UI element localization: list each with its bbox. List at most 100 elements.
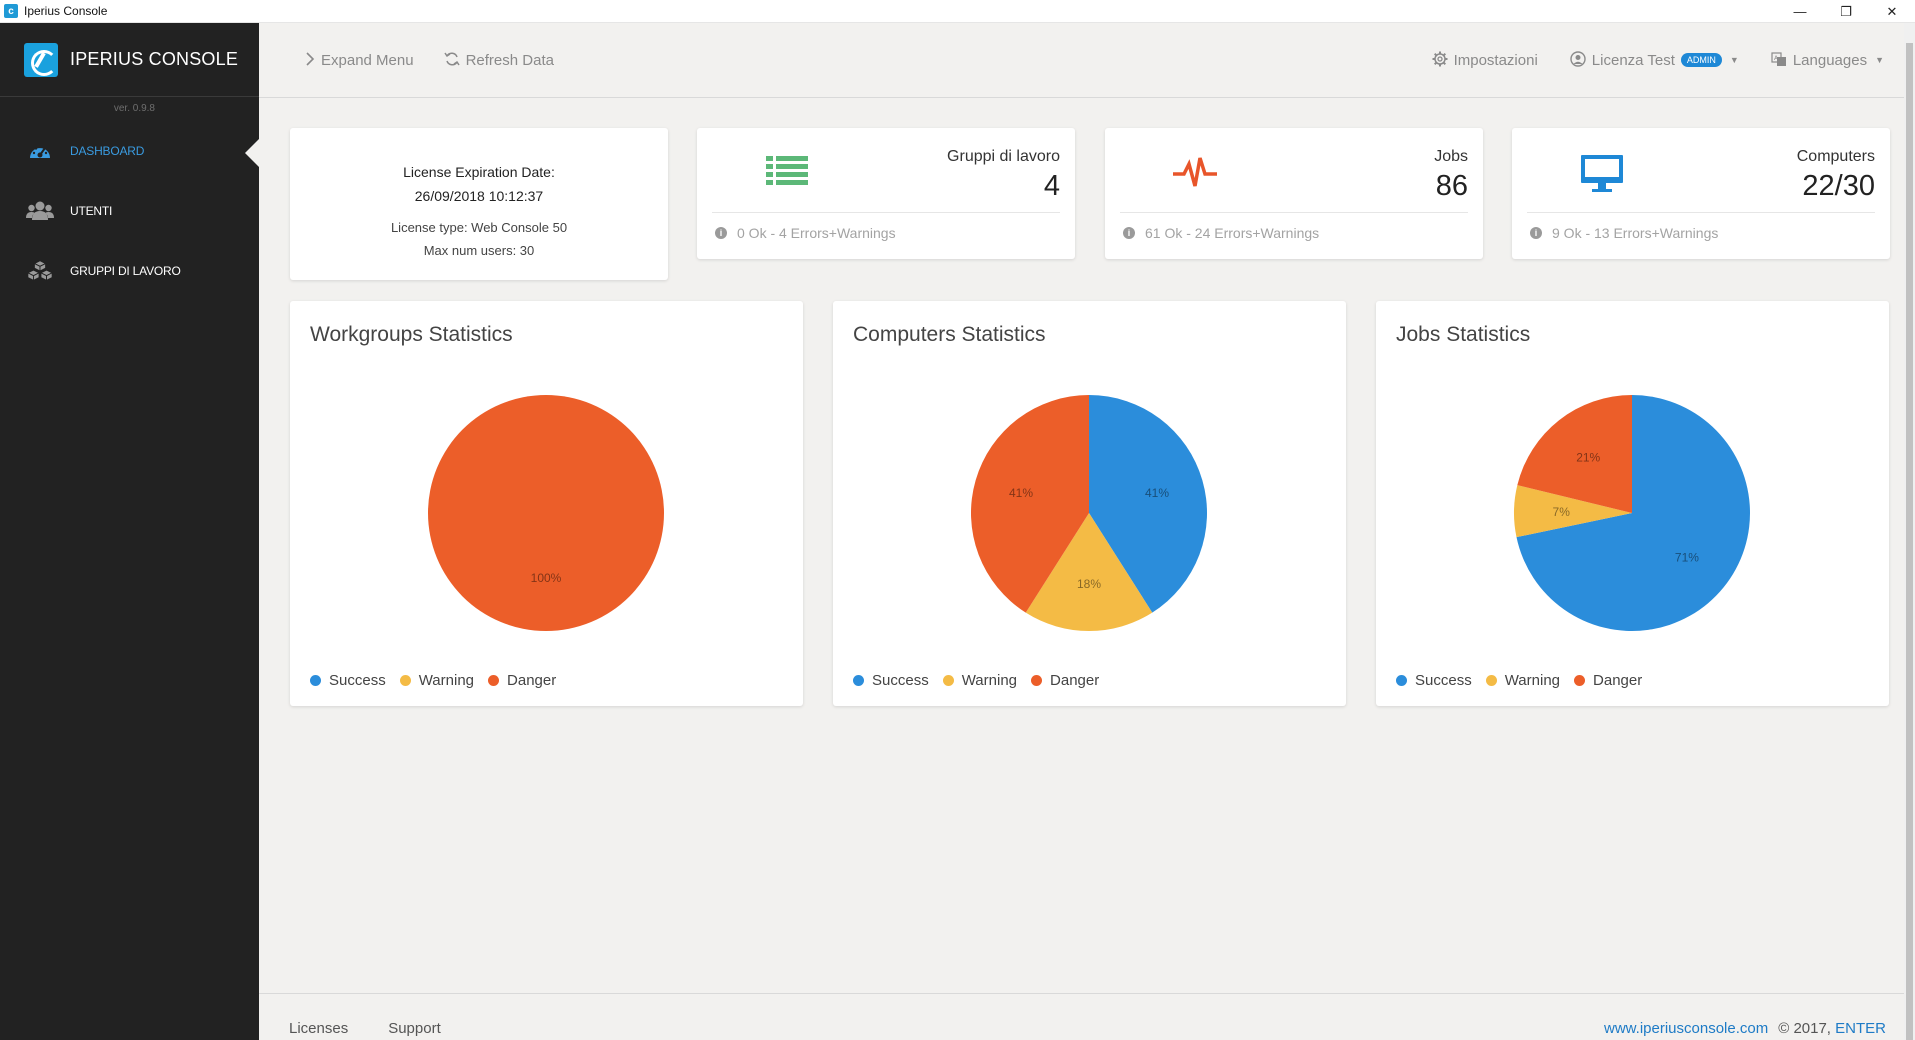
stat-card-computers[interactable]: Computers 22/30 i 9 Ok - 13 Errors+Warni… [1512,128,1890,259]
chart-card-computers: Computers Statistics 41% 18% 41% Success W… [833,301,1346,706]
pie-label-success: 71% [1675,551,1699,565]
sidebar-nav: DASHBOARD UTENTI GRUPPI DI LAVORO [0,121,259,301]
stat-footer: i 9 Ok - 13 Errors+Warnings [1530,225,1718,241]
support-link[interactable]: Support [388,1020,441,1037]
legend-swatch-success [1396,675,1407,686]
sidebar-item-dashboard[interactable]: DASHBOARD [0,121,259,181]
stat-label: Computers [1796,148,1875,165]
chart-card-jobs: Jobs Statistics 71% 7% 21% Success Warning… [1376,301,1889,706]
legend-swatch-success [310,675,321,686]
legend-label: Danger [507,672,557,689]
legend-swatch-warning [399,675,411,686]
legend-item-success[interactable]: Success [853,672,929,689]
footer-credits: www.iperiusconsole.com © 2017, ENTER [1604,1020,1886,1037]
expand-menu-label: Expand Menu [321,51,414,69]
refresh-data-button[interactable]: Refresh Data [443,51,554,70]
legend-label: Danger [1593,672,1643,689]
pie-slice-danger[interactable] [1517,395,1632,513]
window-title: Iperius Console [24,4,108,18]
chevron-right-icon [305,51,315,69]
admin-badge: ADMIN [1680,53,1722,67]
sidebar-item-label: GRUPPI DI LAVORO [70,264,181,278]
pie-slice-warning[interactable] [1025,513,1153,631]
divider [1527,212,1875,213]
jobs-pie-chart[interactable]: 71% 7% 21% [1512,393,1752,633]
language-icon: A [1771,51,1787,70]
chart-legend: Success Warning Danger [1396,672,1656,689]
legend-swatch-danger [488,675,500,686]
user-menu[interactable]: Licenza Test ADMIN ▼ [1570,50,1739,70]
topbar-right: Impostazioni Licenza Test ADMIN ▼ A Lang… [1432,50,1884,70]
stat-value: 22/30 [1802,170,1875,202]
website-link[interactable]: www.iperiusconsole.com [1603,1020,1769,1037]
legend-item-danger[interactable]: Danger [1574,672,1642,689]
legend-item-warning[interactable]: Warning [942,672,1018,689]
legend-label: Warning [961,672,1018,689]
pie-slice-warning[interactable] [1514,485,1632,538]
legend-item-danger[interactable]: Danger [1031,672,1099,689]
cubes-icon [26,259,54,283]
license-type: License type: Web Console 50 [390,220,568,235]
copyright-text: © 2017, ENTER [1778,1020,1886,1037]
pie-label-danger: 21% [1576,450,1600,464]
users-icon [26,199,54,223]
stat-value: 86 [1435,170,1468,202]
chart-title: Workgroups Statistics [310,323,513,346]
info-icon: i [715,227,727,239]
divider [1120,212,1468,213]
pie-slice-danger[interactable] [428,395,664,631]
expand-menu-button[interactable]: Expand Menu [305,52,414,69]
vertical-scrollbar[interactable] [1904,23,1915,1040]
stat-card-jobs[interactable]: Jobs 86 i 61 Ok - 24 Errors+Warnings [1105,128,1483,259]
stat-label: Gruppi di lavoro [947,148,1060,165]
version-label: ver. 0.9.8 [113,103,155,114]
stat-card-workgroups[interactable]: Gruppi di lavoro 4 i 0 Ok - 4 Errors+War… [697,128,1075,259]
legend-swatch-danger [1031,675,1043,686]
sidebar-item-gruppi-di-lavoro[interactable]: GRUPPI DI LAVORO [0,241,259,301]
legend-item-success[interactable]: Success [310,672,386,689]
sidebar-item-label: UTENTI [70,204,113,218]
legend-label: Warning [418,672,475,689]
heartbeat-icon [1171,152,1219,196]
scrollbar-thumb[interactable] [1906,43,1913,1040]
settings-label: Impostazioni [1453,51,1538,69]
footer: Licenses Support www.iperiusconsole.com … [259,993,1904,1040]
monitor-icon [1578,152,1626,196]
licenses-link[interactable]: Licenses [289,1020,349,1037]
legend-item-danger[interactable]: Danger [488,672,556,689]
sidebar-item-utenti[interactable]: UTENTI [0,181,259,241]
settings-button[interactable]: Impostazioni [1432,51,1538,70]
legend-swatch-warning [942,675,954,686]
restore-button[interactable]: ❐ [1840,3,1852,19]
stat-footer-text: 9 Ok - 13 Errors+Warnings [1552,225,1719,241]
computers-pie-chart[interactable]: 41% 18% 41% [969,393,1209,633]
app-icon: c [4,4,18,18]
chart-legend: Success Warning Danger [853,672,1113,689]
legend-item-success[interactable]: Success [1396,672,1472,689]
minimize-button[interactable]: — [1793,4,1807,19]
legend-item-warning[interactable]: Warning [399,672,475,689]
close-button[interactable]: ✕ [1886,3,1898,19]
legend-swatch-danger [1574,675,1586,686]
pie-label-success: 41% [1145,486,1169,500]
legend-item-warning[interactable]: Warning [1485,672,1561,689]
pie-slice-danger[interactable] [971,395,1089,613]
gear-icon [1432,51,1448,70]
brand[interactable]: IPERIUS CONSOLE [0,23,259,97]
languages-label: Languages [1792,51,1868,69]
list-icon [763,152,811,196]
company-link[interactable]: ENTER [1835,1020,1886,1037]
license-expiration-label: License Expiration Date: [403,164,555,180]
window-titlebar: c Iperius Console — ❐ ✕ [0,0,1915,23]
workgroups-pie-chart[interactable]: 0%100% [426,393,666,633]
caret-down-icon: ▼ [1875,55,1884,65]
pie-label-warning: 7% [1553,505,1571,519]
legend-label: Warning [1504,672,1561,689]
languages-menu[interactable]: A Languages ▼ [1771,51,1884,70]
copyright-year: © 2017, [1778,1020,1831,1037]
pie-slice-success[interactable] [1089,395,1207,613]
info-icon: i [1123,227,1135,239]
pie-label-danger: 100% [531,571,562,585]
legend-label: Success [872,672,929,689]
pie-slice-success[interactable] [1516,395,1750,631]
